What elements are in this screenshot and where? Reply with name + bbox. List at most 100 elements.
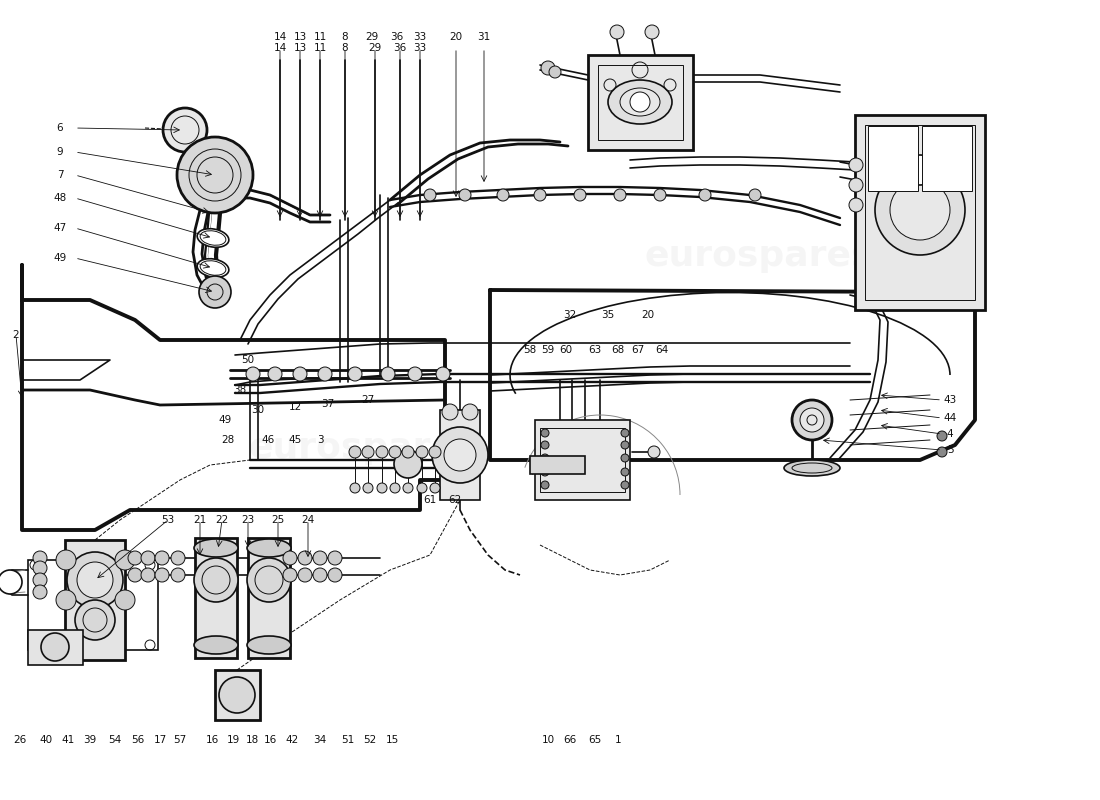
- Circle shape: [937, 431, 947, 441]
- Ellipse shape: [248, 539, 292, 557]
- Text: 17: 17: [153, 735, 166, 745]
- Text: 37: 37: [321, 399, 334, 409]
- Circle shape: [614, 189, 626, 201]
- Text: 42: 42: [285, 735, 298, 745]
- Text: 22: 22: [216, 515, 229, 525]
- Circle shape: [363, 483, 373, 493]
- Bar: [540, 428, 625, 492]
- Circle shape: [376, 446, 388, 458]
- Text: 16: 16: [263, 735, 276, 745]
- Circle shape: [293, 367, 307, 381]
- Circle shape: [377, 483, 387, 493]
- Text: 26: 26: [13, 735, 26, 745]
- Circle shape: [610, 25, 624, 39]
- Circle shape: [541, 61, 556, 75]
- Circle shape: [698, 189, 711, 201]
- Text: 67: 67: [631, 345, 645, 355]
- Circle shape: [41, 633, 69, 661]
- Circle shape: [194, 558, 238, 602]
- Circle shape: [75, 600, 116, 640]
- Circle shape: [33, 585, 47, 599]
- Circle shape: [141, 568, 155, 582]
- Text: eurospares: eurospares: [645, 239, 873, 273]
- Bar: [598, 65, 683, 140]
- Circle shape: [937, 447, 947, 457]
- Text: 56: 56: [131, 735, 144, 745]
- Circle shape: [189, 149, 241, 201]
- Circle shape: [630, 92, 650, 112]
- Circle shape: [56, 590, 76, 610]
- Text: 33: 33: [414, 32, 427, 42]
- Text: 39: 39: [84, 735, 97, 745]
- Circle shape: [432, 427, 488, 483]
- Text: 59: 59: [541, 345, 554, 355]
- Circle shape: [416, 446, 428, 458]
- Circle shape: [128, 551, 142, 565]
- Circle shape: [402, 446, 414, 458]
- Circle shape: [56, 550, 76, 570]
- Text: 45: 45: [288, 435, 301, 445]
- Text: 8: 8: [342, 43, 349, 53]
- Circle shape: [436, 367, 450, 381]
- Circle shape: [459, 189, 471, 201]
- Ellipse shape: [197, 229, 229, 247]
- Text: 1: 1: [615, 735, 622, 745]
- Circle shape: [348, 367, 362, 381]
- Circle shape: [497, 189, 509, 201]
- Circle shape: [621, 454, 629, 462]
- Text: 8: 8: [342, 32, 349, 42]
- Text: 52: 52: [363, 735, 376, 745]
- Text: 4: 4: [947, 429, 954, 439]
- Text: 13: 13: [294, 43, 307, 53]
- Text: 7: 7: [57, 170, 64, 180]
- Text: 68: 68: [612, 345, 625, 355]
- Circle shape: [349, 446, 361, 458]
- Text: 63: 63: [588, 345, 602, 355]
- Text: 43: 43: [944, 395, 957, 405]
- Circle shape: [792, 400, 832, 440]
- Text: 20: 20: [641, 310, 654, 320]
- Circle shape: [424, 189, 436, 201]
- Bar: [195, 538, 236, 658]
- Text: 54: 54: [109, 735, 122, 745]
- Circle shape: [534, 189, 546, 201]
- Circle shape: [155, 551, 169, 565]
- Text: 28: 28: [221, 435, 234, 445]
- Circle shape: [403, 483, 412, 493]
- Text: 10: 10: [541, 735, 554, 745]
- Circle shape: [283, 568, 297, 582]
- Text: 19: 19: [227, 735, 240, 745]
- Text: 27: 27: [362, 395, 375, 405]
- Ellipse shape: [197, 258, 229, 278]
- Text: 51: 51: [341, 735, 354, 745]
- Circle shape: [654, 189, 666, 201]
- Circle shape: [621, 429, 629, 437]
- Ellipse shape: [194, 539, 238, 557]
- Text: 36: 36: [394, 43, 407, 53]
- Text: 61: 61: [424, 495, 437, 505]
- Circle shape: [890, 180, 950, 240]
- Text: 64: 64: [656, 345, 669, 355]
- Circle shape: [849, 178, 864, 192]
- Bar: [865, 125, 975, 300]
- Circle shape: [170, 551, 185, 565]
- Text: 31: 31: [477, 32, 491, 42]
- Circle shape: [390, 483, 400, 493]
- Circle shape: [33, 561, 47, 575]
- Text: 49: 49: [54, 253, 67, 263]
- Circle shape: [874, 165, 965, 255]
- Text: 14: 14: [274, 32, 287, 42]
- Bar: [922, 126, 972, 191]
- Circle shape: [430, 483, 440, 493]
- Circle shape: [394, 450, 422, 478]
- Text: 14: 14: [274, 43, 287, 53]
- Circle shape: [328, 568, 342, 582]
- Text: 5: 5: [947, 445, 954, 455]
- Circle shape: [574, 189, 586, 201]
- Text: 46: 46: [262, 435, 275, 445]
- Circle shape: [541, 454, 549, 462]
- Text: 47: 47: [54, 223, 67, 233]
- Text: 11: 11: [314, 32, 327, 42]
- Circle shape: [541, 481, 549, 489]
- Text: 29: 29: [365, 32, 378, 42]
